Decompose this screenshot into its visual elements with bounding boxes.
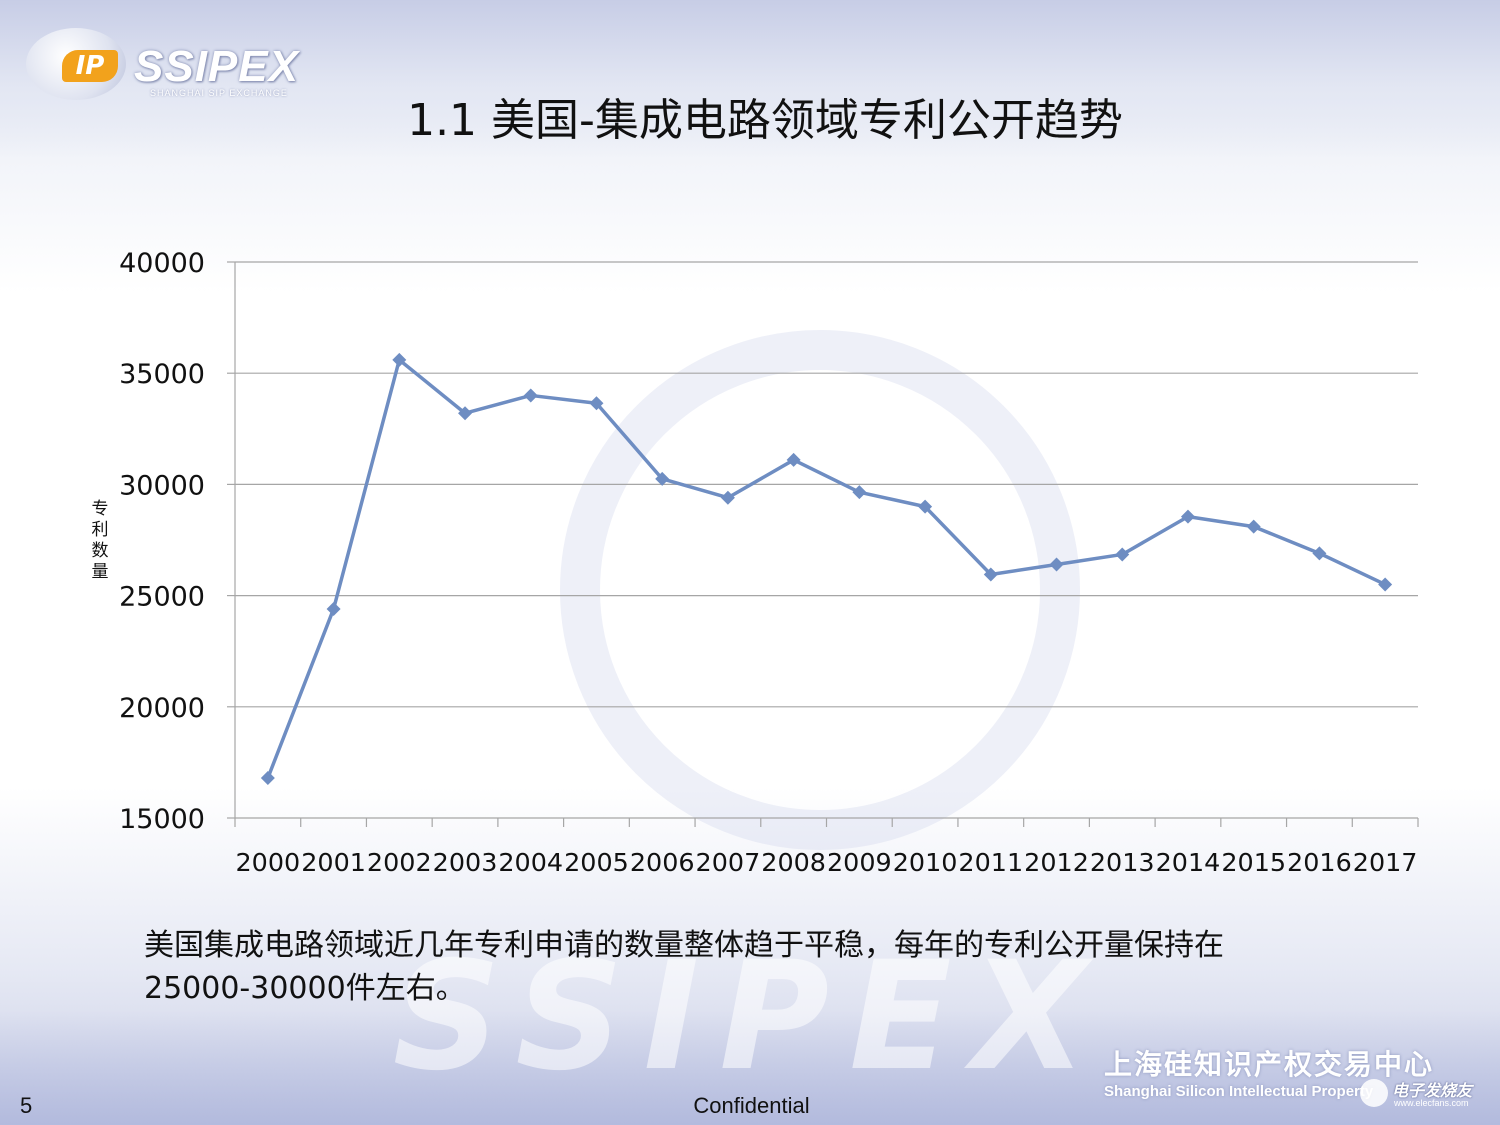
source-watermark: 电子发烧友 www.elecfans.com	[1360, 1075, 1480, 1115]
x-axis-tick-labels: 2000 2001 2002 2003 2004 2005 2006 2007 2008 2009…	[236, 848, 1418, 877]
data-point-marker	[458, 406, 473, 421]
watermark-text: SSIPEX	[392, 930, 1108, 1104]
source-name: 电子发烧友	[1392, 1081, 1473, 1100]
summary-line-2: 25000-30000件左右。	[144, 971, 466, 1006]
logo-name: SSIPEX	[134, 42, 299, 91]
source-logo-icon	[1360, 1079, 1388, 1107]
header-band	[0, 0, 1500, 160]
source-url: www.elecfans.com	[1394, 1098, 1469, 1108]
summary-text: 美国集成电路领域近几年专利申请的数量整体趋于平稳，每年的专利公开量保持在 250…	[144, 924, 1374, 1010]
summary-line-1: 美国集成电路领域近几年专利申请的数量整体趋于平稳，每年的专利公开量保持在	[144, 928, 1224, 963]
chart-gridlines	[227, 261, 1418, 819]
chart-series	[260, 352, 1393, 785]
y-tick-label: 20000	[119, 693, 205, 724]
y-axis-label-char: 数	[92, 541, 109, 561]
y-axis-label-char: 专	[92, 499, 109, 519]
data-point-marker	[852, 485, 867, 500]
data-point-marker	[1312, 546, 1327, 561]
organization-name-cn: 上海硅知识产权交易中心	[1104, 1048, 1435, 1081]
data-point-marker	[983, 567, 998, 582]
data-point-marker	[1115, 547, 1130, 562]
x-tick-label: 2009	[827, 848, 892, 877]
y-tick-label: 30000	[119, 470, 205, 501]
series-line	[266, 358, 1386, 779]
x-tick-label: 2003	[433, 848, 498, 877]
data-point-marker	[260, 770, 275, 785]
y-tick-label: 25000	[119, 582, 205, 613]
x-tick-label: 2014	[1156, 848, 1221, 877]
x-tick-label: 2016	[1287, 848, 1352, 877]
data-point-marker	[918, 499, 933, 514]
ssipex-logo: IP SSIPEX SHANGHAI SIP EXCHANGE	[22, 24, 302, 108]
data-point-marker	[392, 352, 407, 367]
x-tick-label: 2010	[893, 848, 958, 877]
x-tick-label: 2002	[367, 848, 432, 877]
footer-confidential: Confidential	[693, 1093, 810, 1118]
y-axis-label: 专利数量	[92, 499, 109, 582]
x-tick-label: 2005	[564, 848, 629, 877]
y-tick-label: 15000	[119, 804, 205, 835]
y-tick-label: 40000	[119, 248, 205, 279]
data-point-marker	[655, 471, 670, 486]
data-point-marker	[589, 396, 604, 411]
chart-axes	[234, 262, 1419, 827]
data-point-marker	[1180, 509, 1195, 524]
x-tick-label: 2008	[761, 848, 826, 877]
x-tick-label: 2013	[1090, 848, 1155, 877]
x-tick-label: 2004	[498, 848, 563, 877]
x-tick-label: 2006	[630, 848, 695, 877]
data-point-marker	[1378, 577, 1393, 592]
logo-ip-badge: IP	[62, 50, 118, 82]
data-point-marker	[786, 452, 801, 467]
logo-subtitle: SHANGHAI SIP EXCHANGE	[150, 88, 288, 98]
data-point-marker	[720, 490, 735, 505]
data-point-marker	[1246, 519, 1261, 534]
data-point-marker	[523, 388, 538, 403]
data-point-marker	[326, 601, 341, 616]
y-axis-label-char: 量	[92, 562, 109, 582]
x-tick-label: 2001	[301, 848, 366, 877]
page-number: 5	[20, 1093, 33, 1118]
footer-band	[0, 1010, 1500, 1125]
x-tick-label: 2000	[236, 848, 301, 877]
x-tick-label: 2017	[1353, 848, 1418, 877]
x-tick-label: 2011	[958, 848, 1023, 877]
data-point-marker	[1049, 557, 1064, 572]
y-axis-tick-labels: 15000 20000 25000 30000 35000 40000	[119, 248, 205, 835]
organization-name-en: Shanghai Silicon Intellectual Property	[1104, 1083, 1374, 1100]
x-tick-label: 2012	[1024, 848, 1089, 877]
y-axis-label-char: 利	[92, 520, 109, 540]
x-tick-label: 2015	[1221, 848, 1286, 877]
y-tick-label: 35000	[119, 359, 205, 390]
slide-title: 1.1 美国-集成电路领域专利公开趋势	[407, 95, 1123, 146]
x-tick-label: 2007	[696, 848, 761, 877]
